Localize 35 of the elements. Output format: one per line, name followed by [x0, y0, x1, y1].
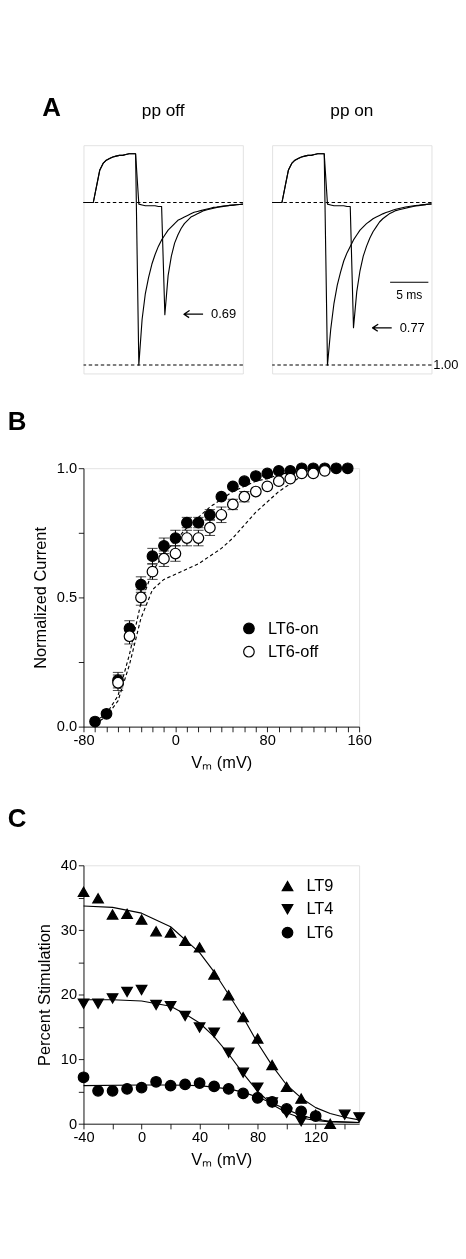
y-tick-label: 0.5 — [56, 589, 78, 606]
chart-title: pp off — [141, 99, 185, 120]
legend-label: LT6-on — [267, 618, 319, 637]
y-tick-label: 40 — [60, 857, 78, 874]
x-tick-label: 40 — [191, 1129, 209, 1146]
text: C — [7, 804, 27, 833]
y-tick-label: 0.0 — [56, 718, 78, 735]
y-tick-label: 20 — [60, 986, 78, 1003]
text: A — [42, 92, 61, 121]
y-tick-label: 10 — [60, 1050, 78, 1067]
x-tick-label: 120 — [303, 1129, 329, 1146]
legend-label: LT9 — [306, 876, 334, 895]
x-tick-label: 80 — [259, 732, 276, 749]
y-axis-title: Percent Stimulation — [35, 924, 54, 1066]
annotation: 0.69 — [211, 306, 237, 322]
x-axis-title: Vₘ (mV) — [191, 1149, 253, 1168]
annotation: 0.77 — [399, 320, 425, 336]
annotation: 5 ms — [396, 287, 423, 302]
x-tick-label: -40 — [73, 1129, 95, 1146]
y-tick-label: 30 — [60, 921, 78, 938]
legend-label: LT4 — [306, 899, 334, 918]
chart-title: pp on — [330, 99, 374, 120]
x-tick-label: -80 — [73, 732, 95, 749]
x-tick-label: 160 — [347, 732, 372, 749]
x-axis-title: Vₘ (mV) — [191, 752, 253, 771]
x-tick-label: 0 — [137, 1129, 147, 1146]
text: B — [7, 407, 27, 436]
legend-label: LT6 — [306, 922, 334, 941]
x-tick-label: 0 — [171, 732, 180, 749]
y-tick-label: 1.0 — [56, 460, 78, 477]
y-axis-title: Normalized Current — [31, 526, 50, 669]
legend-label: LT6-off — [267, 641, 319, 660]
text: 1.00 — [433, 357, 459, 373]
x-tick-label: 80 — [249, 1129, 267, 1146]
y-tick-label: 0 — [68, 1115, 78, 1132]
